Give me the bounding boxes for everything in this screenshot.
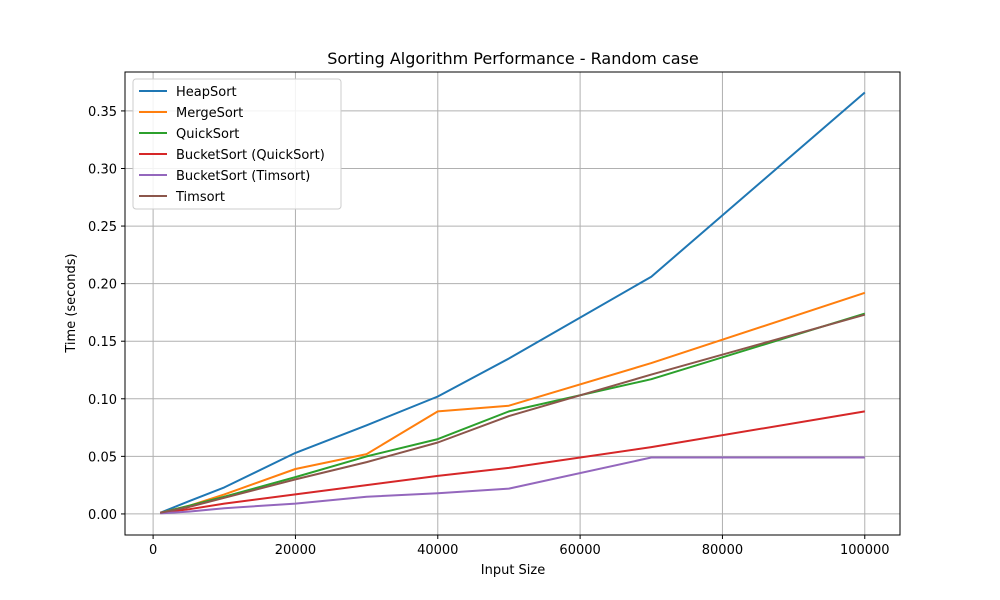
legend-entry: MergeSort — [176, 106, 243, 121]
y-tick-label: 0.35 — [88, 105, 117, 120]
y-tick-label: 0.25 — [88, 220, 117, 235]
legend: HeapSort MergeSort QuickSort BucketSort (Qu… — [132, 78, 342, 210]
legend-box — [132, 78, 342, 210]
x-tick-label: 60000 — [559, 543, 600, 558]
x-tick-label: 20000 — [275, 543, 316, 558]
y-tick-label: 0.30 — [88, 162, 117, 177]
legend-entry: HeapSort — [176, 85, 237, 100]
y-tick-label: 0.00 — [88, 508, 117, 523]
series-line-4 — [160, 456, 865, 515]
plot-frame — [124, 71, 901, 536]
x-tick-label: 80000 — [702, 543, 743, 558]
y-tick-label: 0.20 — [88, 278, 117, 293]
legend-entry: QuickSort — [176, 127, 239, 142]
x-tick-label: 40000 — [417, 543, 458, 558]
series-line-2 — [159, 312, 866, 514]
legend-entry: BucketSort (Timsort) — [176, 169, 310, 184]
y-tick-label: 0.05 — [88, 450, 117, 465]
ticks: 0 20000 40000 60000 80000 100000 0.00 0.05 0.10 0… — [88, 105, 890, 558]
series-line-3 — [160, 410, 865, 514]
series-line-0 — [159, 91, 866, 514]
y-tick-label: 0.15 — [88, 335, 117, 350]
x-tick-label: 0 — [149, 543, 157, 558]
legend-entry: BucketSort (QuickSort) — [176, 148, 325, 163]
y-tick-label: 0.10 — [88, 393, 117, 408]
chart-title: Sorting Algorithm Performance - Random c… — [327, 49, 699, 68]
series-line-5 — [160, 313, 866, 514]
y-axis-label: Time (seconds) — [64, 253, 79, 353]
x-axis-label: Input Size — [481, 563, 545, 578]
legend-entry: Timsort — [175, 190, 225, 205]
x-tick-label: 100000 — [840, 543, 890, 558]
series-lines — [159, 91, 866, 515]
